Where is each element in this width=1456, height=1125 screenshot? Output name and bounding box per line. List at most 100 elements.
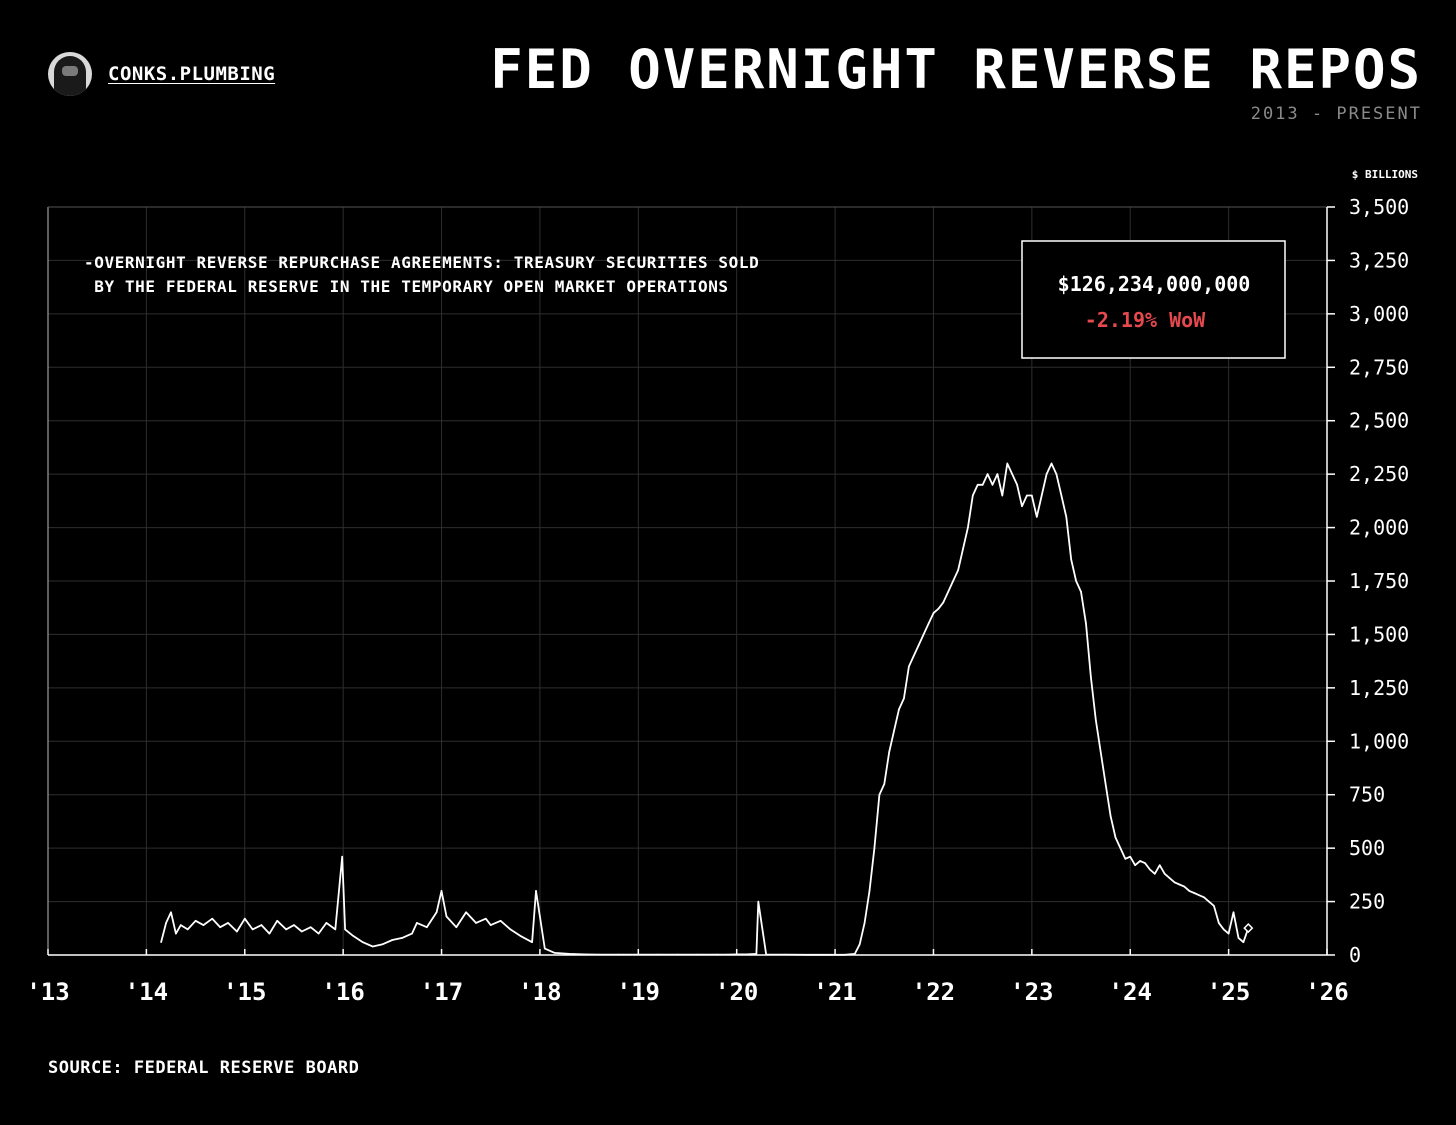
data-point [757,900,760,903]
data-point [243,917,246,920]
x-tick-labels: '13 '14 '15 '16 '17 '18 '19 '20 '21 '22 '23 '24 '25 '… [26,978,1348,1006]
data-point [1129,855,1132,858]
data-point [341,855,343,858]
data-point [1094,719,1097,721]
data-point [1222,928,1225,931]
data-point [804,953,807,956]
data-point [268,932,271,935]
data-point [1099,751,1102,753]
data-point [1232,911,1235,914]
data-point [878,793,881,796]
data-point [844,953,846,956]
x-tick-label-11: '24 [1109,978,1152,1006]
data-point [1001,494,1004,497]
data-point [986,473,989,475]
data-point [716,953,718,956]
data-point [1050,462,1053,465]
page-subtitle: 2013 - PRESENT [1250,104,1422,124]
data-point [1168,877,1171,879]
data-point [755,953,758,955]
data-point [1242,941,1245,943]
data-point [499,920,502,922]
y-tick-label-4: 1,000 [1349,729,1409,753]
data-point [676,953,679,956]
data-point [1139,860,1141,862]
data-point [1183,885,1186,888]
data-point [1075,580,1077,582]
x-tick-label-9: '22 [912,978,955,1006]
data-point [475,922,477,924]
x-tick-label-10: '23 [1010,978,1053,1006]
data-point [186,928,189,931]
brand[interactable]: CONKS.PLUMBING [48,52,275,96]
latest-box-frame [1021,240,1286,359]
x-tick-label-2: '15 [223,978,266,1006]
data-point [932,612,935,614]
data-point [293,924,295,926]
data-point [1134,864,1136,867]
data-point [873,847,876,849]
data-point [1080,590,1082,593]
y-tick-label-12: 3,000 [1349,302,1409,326]
source-note: SOURCE: FEDERAL RESERVE BOARD [48,1058,360,1078]
data-point [1065,516,1068,518]
data-point [745,953,748,956]
data-point [1040,494,1043,497]
data-point [309,926,312,929]
data-point [883,783,886,785]
data-point [967,526,969,529]
data-point [1173,881,1176,884]
avatar [48,52,92,96]
data-point [519,934,522,937]
y-tick-label-9: 2,250 [1349,462,1409,486]
data-point [411,932,413,935]
data-point [927,622,930,625]
data-point [489,924,492,926]
x-tick-label-8: '21 [813,978,856,1006]
data-point [485,917,487,920]
data-point [1006,462,1009,465]
data-point [657,953,659,956]
data-point [1085,622,1087,625]
latest-point-marker [1243,923,1254,934]
data-point [445,915,448,918]
data-point [401,937,403,939]
data-point [991,484,994,486]
y-tick-label-7: 1,750 [1349,569,1409,593]
data-point [251,928,254,931]
data-point [175,932,177,935]
x-tick-label-5: '18 [518,978,561,1006]
data-point [1090,676,1092,678]
data-point [344,928,346,931]
x-tick-label-13: '26 [1305,978,1348,1006]
x-tick-label-1: '14 [125,978,168,1006]
data-point [1045,473,1048,475]
data-point [617,953,620,956]
data-point [908,665,910,668]
data-point [455,926,458,929]
data-point [227,922,229,924]
y-tick-label-2: 500 [1349,836,1385,860]
data-point [211,917,214,920]
x-tick-label-4: '17 [420,978,463,1006]
data-point [371,945,374,948]
annotation-line-2: BY THE FEDERAL RESERVE IN THE TEMPORARY … [84,277,729,296]
data-point [1031,494,1033,497]
data-point [637,953,640,956]
data-point [765,953,768,956]
data-point [1193,892,1195,894]
data-point [996,473,999,475]
data-point [957,569,959,572]
data-point [276,920,279,922]
data-point [170,911,172,914]
data-point [1070,558,1072,561]
brand-link[interactable]: CONKS.PLUMBING [108,63,276,85]
data-point [785,953,787,956]
data-point [888,751,890,753]
data-point [568,953,571,955]
data-point [1011,473,1013,475]
data-point [912,655,915,657]
data-point [917,644,920,646]
data-point [962,548,964,550]
data-point [1055,473,1058,475]
